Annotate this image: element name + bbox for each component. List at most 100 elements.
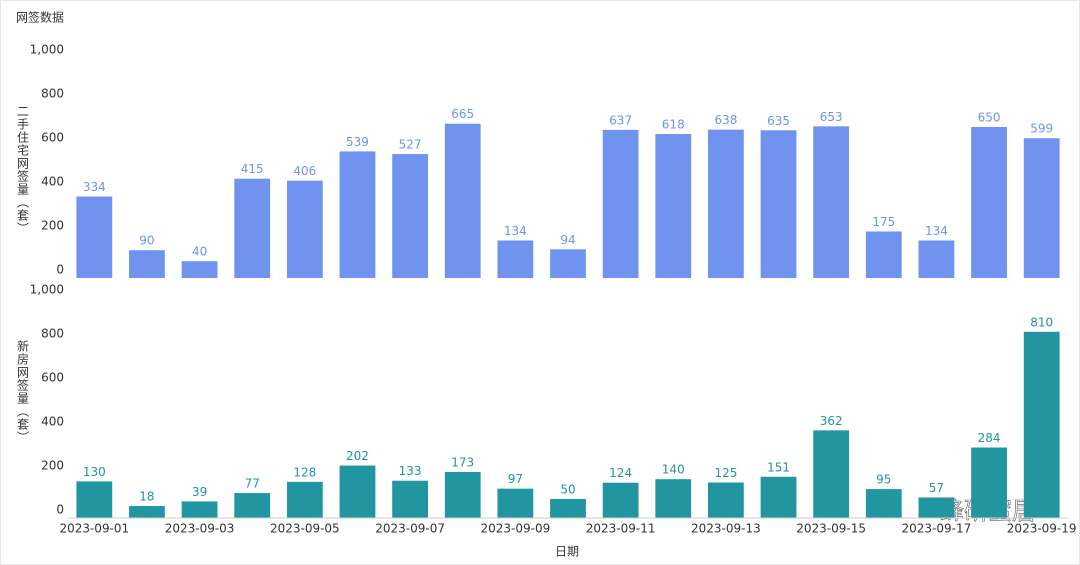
x-tick-label: 2023-09-05: [270, 522, 340, 536]
bar: [286, 481, 323, 518]
bar: [129, 506, 165, 518]
y-tick-label: 200: [41, 219, 64, 233]
y-tick-label: 800: [41, 327, 64, 341]
data-label: 40: [192, 245, 207, 259]
data-label: 599: [1030, 122, 1053, 136]
data-label: 638: [714, 113, 737, 127]
data-label: 650: [978, 111, 1001, 125]
bar: [286, 180, 323, 278]
data-label: 134: [925, 224, 948, 238]
data-label: 18: [139, 490, 154, 504]
bar: [497, 240, 534, 278]
bar: [497, 488, 534, 518]
data-label: 90: [139, 234, 154, 248]
data-label: 175: [872, 215, 895, 229]
x-tick-label: 2023-09-13: [691, 522, 761, 536]
bar: [708, 482, 744, 518]
data-label: 125: [714, 466, 737, 480]
bar: [760, 476, 797, 518]
x-tick-label: 2023-09-11: [586, 522, 656, 536]
data-label: 539: [346, 135, 369, 149]
data-label: 124: [609, 466, 632, 480]
data-label: 50: [560, 483, 575, 497]
data-label: 635: [767, 114, 790, 128]
bar: [865, 489, 902, 518]
x-axis-title: 日期: [555, 545, 579, 559]
data-label: 362: [820, 414, 843, 428]
data-label: 202: [346, 449, 369, 463]
data-label: 133: [399, 464, 422, 478]
bar: [1023, 138, 1060, 278]
x-tick-label: 2023-09-15: [796, 522, 866, 536]
y-tick-label: 400: [41, 175, 64, 189]
data-label: 173: [451, 455, 474, 469]
bar: [444, 471, 481, 518]
bar: [550, 499, 586, 518]
y-tick-label: 0: [56, 263, 64, 277]
bar: [234, 493, 271, 518]
bar: [339, 465, 376, 518]
x-tick-label: 2023-09-17: [902, 522, 972, 536]
y-tick-label: 1,000: [30, 283, 64, 297]
data-label: 415: [241, 162, 264, 176]
data-label: 140: [662, 463, 685, 477]
data-label: 95: [876, 473, 891, 487]
bar: [655, 479, 692, 518]
data-label: 130: [83, 465, 106, 479]
data-label: 94: [560, 233, 575, 247]
y-tick-label: 600: [41, 131, 64, 145]
y-tick-label: 800: [41, 87, 64, 101]
data-label: 653: [820, 110, 843, 124]
bar: [129, 250, 165, 278]
y-tick-label: 600: [41, 371, 64, 385]
bar: [1023, 331, 1060, 518]
bar: [655, 134, 692, 278]
data-label: 637: [609, 113, 632, 127]
bar: [918, 497, 955, 518]
bar: [971, 447, 1007, 518]
bar: [76, 481, 113, 518]
y-tick-label: 0: [56, 503, 64, 517]
bar: [339, 151, 376, 278]
x-tick-label: 2023-09-19: [1007, 522, 1077, 536]
bar: [392, 480, 428, 518]
data-label: 39: [192, 485, 207, 499]
y-axis-title: 二手住宅网签量（套）: [16, 105, 30, 235]
bar: [708, 129, 744, 278]
x-tick-label: 2023-09-07: [375, 522, 445, 536]
data-label: 406: [293, 164, 316, 178]
bar: [550, 249, 586, 278]
chart-title: 网签数据: [16, 10, 64, 25]
data-label: 77: [245, 477, 260, 491]
data-label: 134: [504, 224, 527, 238]
data-label: 128: [293, 465, 316, 479]
y-tick-label: 200: [41, 459, 64, 473]
bar: [181, 261, 218, 278]
data-label: 618: [662, 118, 685, 132]
x-tick-label: 2023-09-03: [165, 522, 235, 536]
bar: [760, 130, 797, 278]
bar: [602, 129, 639, 278]
bar: [602, 482, 639, 518]
bar: [813, 430, 850, 518]
data-label: 334: [83, 180, 106, 194]
bar: [918, 240, 955, 278]
y-axis-title: 新房网签量（套）: [16, 339, 30, 444]
y-tick-label: 1,000: [30, 43, 64, 57]
bar: [971, 127, 1007, 278]
bar: [234, 178, 271, 278]
bar: [181, 501, 218, 518]
x-tick-label: 2023-09-09: [480, 522, 550, 536]
bar: [392, 154, 428, 278]
data-label: 57: [929, 481, 944, 495]
data-label: 151: [767, 460, 790, 474]
data-label: 97: [508, 472, 523, 486]
data-label: 665: [451, 107, 474, 121]
bar: [813, 126, 850, 278]
x-tick-label: 2023-09-01: [59, 522, 129, 536]
data-label: 284: [978, 431, 1001, 445]
bar: [444, 123, 481, 278]
bar: [76, 196, 113, 278]
